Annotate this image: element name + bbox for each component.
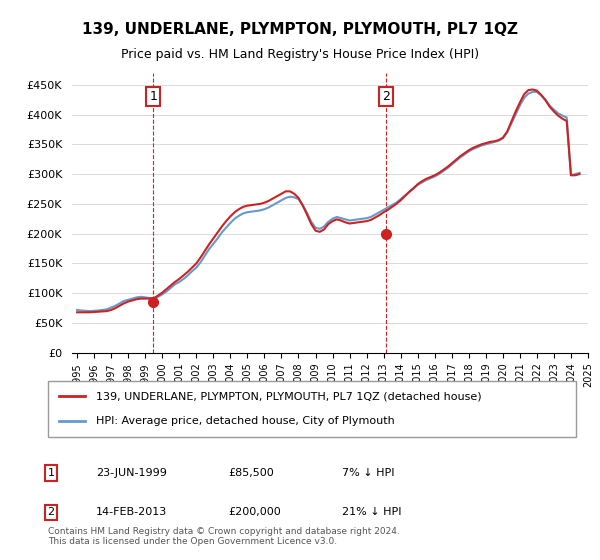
- Text: 1: 1: [149, 90, 157, 103]
- Text: 21% ↓ HPI: 21% ↓ HPI: [342, 507, 401, 517]
- Text: 14-FEB-2013: 14-FEB-2013: [96, 507, 167, 517]
- Text: 139, UNDERLANE, PLYMPTON, PLYMOUTH, PL7 1QZ (detached house): 139, UNDERLANE, PLYMPTON, PLYMOUTH, PL7 …: [95, 391, 481, 402]
- Text: 7% ↓ HPI: 7% ↓ HPI: [342, 468, 395, 478]
- Text: 1: 1: [47, 468, 55, 478]
- Text: Contains HM Land Registry data © Crown copyright and database right 2024.
This d: Contains HM Land Registry data © Crown c…: [48, 526, 400, 546]
- Text: 23-JUN-1999: 23-JUN-1999: [96, 468, 167, 478]
- Text: Price paid vs. HM Land Registry's House Price Index (HPI): Price paid vs. HM Land Registry's House …: [121, 48, 479, 60]
- Text: 2: 2: [47, 507, 55, 517]
- Text: £200,000: £200,000: [228, 507, 281, 517]
- Text: 139, UNDERLANE, PLYMPTON, PLYMOUTH, PL7 1QZ: 139, UNDERLANE, PLYMPTON, PLYMOUTH, PL7 …: [82, 22, 518, 38]
- FancyBboxPatch shape: [48, 381, 576, 437]
- Text: HPI: Average price, detached house, City of Plymouth: HPI: Average price, detached house, City…: [95, 416, 394, 426]
- Text: £85,500: £85,500: [228, 468, 274, 478]
- Text: 2: 2: [382, 90, 389, 103]
